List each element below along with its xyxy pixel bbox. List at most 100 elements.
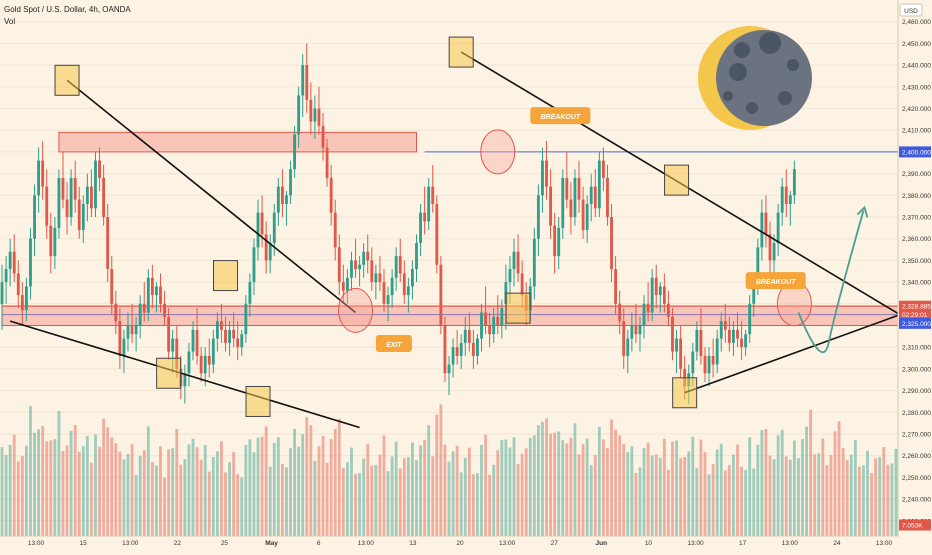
candle-body [764, 212, 768, 235]
candle-body [98, 160, 101, 178]
volume-bar [797, 458, 800, 536]
candle-body [81, 203, 85, 231]
candle-body [8, 251, 12, 270]
volume-bar [142, 450, 146, 536]
volume-bar [98, 446, 101, 536]
volume-bar [504, 439, 508, 536]
volume-bar [756, 444, 760, 536]
volume-bar [293, 428, 297, 536]
price-tag-bg [899, 317, 931, 329]
volume-bar [309, 425, 313, 536]
volume-bar [411, 442, 414, 536]
volume-bar [488, 474, 492, 536]
candle-body [439, 264, 443, 326]
time-tick-label: 13:00 [122, 540, 139, 547]
candle-body [427, 186, 431, 222]
candle-body [776, 212, 780, 244]
candle-body [646, 303, 650, 313]
candle-body [569, 199, 573, 218]
candle-body [366, 251, 370, 261]
candle-body [53, 227, 57, 257]
volume-bar [106, 427, 110, 536]
candles [0, 43, 796, 404]
candle-body [171, 338, 175, 352]
candle-body [423, 212, 427, 222]
volume-bar [333, 428, 337, 536]
volume-bar [646, 442, 650, 536]
volume-bar [776, 435, 780, 536]
volume-bar [837, 421, 841, 536]
volume-bar [597, 426, 601, 536]
volume-bar [366, 443, 370, 536]
volume-bar [358, 473, 362, 536]
volume-bar [248, 439, 252, 536]
highlight-box [54, 64, 80, 96]
highlight-box [664, 164, 690, 196]
volume-bar [378, 454, 382, 536]
price-tick-label: 2,460.000 [902, 19, 931, 26]
volume-bar [549, 433, 553, 536]
volume-bar [508, 447, 512, 536]
candle-body [37, 160, 41, 196]
volume-bar [500, 439, 504, 536]
time-tick-label: 13:00 [499, 540, 516, 547]
highlight-box [156, 357, 182, 389]
candle-body [484, 312, 487, 326]
candle-body [691, 351, 695, 374]
candle-body [411, 269, 414, 287]
candle-body [325, 147, 329, 178]
time-tick-label: 20 [456, 540, 464, 547]
price-tick-label: 2,420.000 [902, 106, 931, 113]
volume-bar [760, 430, 764, 536]
volume-bar [134, 474, 138, 536]
volume-bar [849, 454, 853, 536]
candle-body [406, 286, 410, 296]
candle-body [354, 260, 357, 270]
candle-body [443, 325, 447, 374]
moon-crater [746, 102, 758, 114]
volume-bar [817, 453, 821, 536]
volume-bar [102, 418, 106, 536]
candle-body [508, 269, 512, 283]
price-axis[interactable]: USD 2,460.000 2,450.000 2,440.000 2,430.000 2… [897, 0, 932, 550]
candle-body [175, 338, 179, 369]
volume-bar [390, 456, 394, 536]
volume-bar [289, 448, 292, 536]
time-tick-label: 13:00 [782, 540, 799, 547]
volume-bar [492, 464, 496, 536]
candle-body [740, 338, 743, 348]
volume-bar [195, 447, 199, 536]
volume-bar [614, 429, 618, 536]
volume-bar [447, 461, 451, 536]
volume-bar [220, 441, 223, 536]
candle-body [228, 329, 232, 343]
time-tick-label: 17 [739, 540, 747, 547]
volume-bar [341, 467, 345, 536]
moon-crater [723, 91, 733, 101]
candle-body [122, 338, 126, 356]
time-axis[interactable]: 13:00 15 13:00 22 25 May 6 13:00 13 20 13:00 27 Jun 1… [0, 535, 898, 550]
candle-body [662, 286, 666, 304]
candle-body [45, 186, 49, 226]
volume-bar [699, 439, 703, 536]
volume-bar [471, 474, 475, 536]
candle-body [240, 334, 244, 348]
trendline [66, 79, 357, 314]
candle-body [455, 347, 459, 356]
volume-bar [626, 451, 630, 536]
volume-bar [545, 418, 548, 536]
candle-body [301, 65, 305, 96]
candle-body [707, 355, 711, 374]
volume-bar [236, 474, 240, 536]
candle-body [167, 316, 171, 352]
volume-bar [171, 448, 175, 536]
price-tick-label: 2,440.000 [902, 63, 931, 70]
candle-body [118, 321, 122, 356]
candle-body [553, 225, 557, 257]
volume-bar [150, 462, 154, 536]
candle-body [618, 303, 622, 322]
candle-body [305, 65, 309, 100]
volume-bar [53, 439, 57, 536]
time-axis-bg [0, 536, 898, 550]
candle-body [658, 286, 662, 296]
